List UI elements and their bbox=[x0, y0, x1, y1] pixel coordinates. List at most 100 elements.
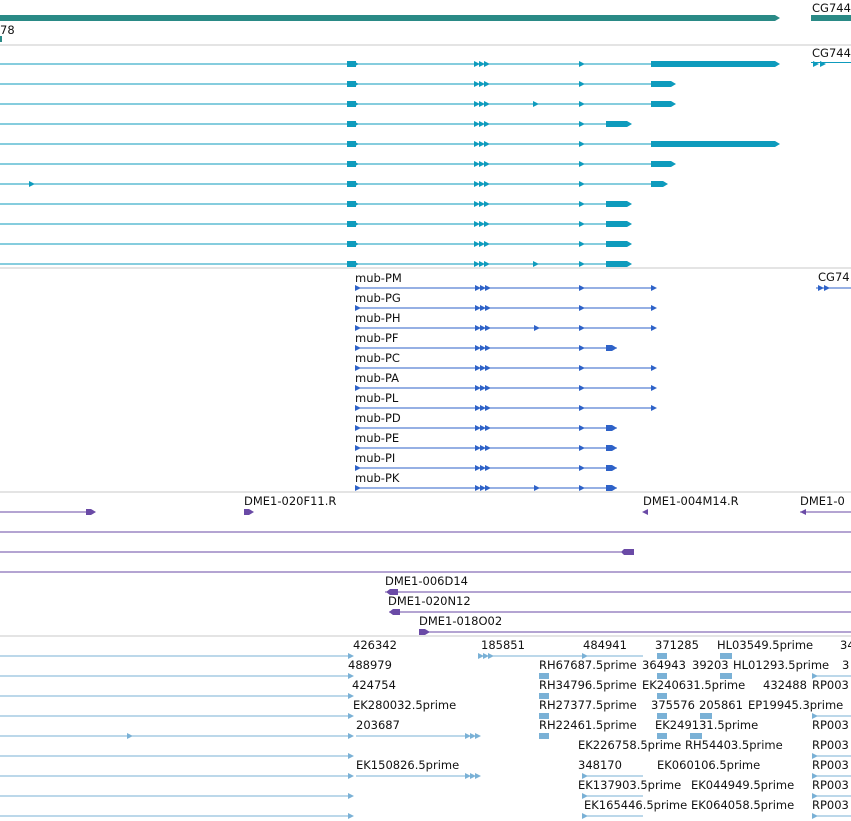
strand-arrow-icon bbox=[475, 485, 481, 491]
transcript-exon[interactable] bbox=[347, 121, 356, 127]
est-block[interactable] bbox=[539, 713, 549, 719]
strand-arrow-icon bbox=[348, 733, 354, 739]
est-block[interactable] bbox=[690, 733, 702, 739]
strand-arrow-icon bbox=[579, 485, 585, 491]
est-block[interactable] bbox=[720, 673, 732, 679]
strand-arrow-icon bbox=[474, 141, 480, 147]
strand-arrow-icon bbox=[485, 405, 491, 411]
strand-arrow-icon bbox=[475, 465, 481, 471]
gene-span-tick[interactable] bbox=[0, 36, 2, 42]
est-block[interactable] bbox=[657, 713, 667, 719]
est-label: RH67687.5prime bbox=[539, 658, 637, 672]
clone-track[interactable]: DME1-020F11.R DME1-004M14.R DME1-0 DME1-006… bbox=[0, 494, 851, 635]
transcript-exon[interactable] bbox=[347, 141, 356, 147]
strand-arrow-icon bbox=[353, 121, 359, 127]
transcript-exon[interactable] bbox=[347, 261, 356, 267]
transcript-track[interactable]: CG744 bbox=[0, 46, 851, 267]
transcript-label: CG744 bbox=[812, 46, 851, 60]
est-label: RH54403.5prime bbox=[685, 738, 783, 752]
strand-arrow-icon bbox=[475, 325, 481, 331]
strand-arrow-icon bbox=[812, 753, 818, 759]
transcript-terminal-exon[interactable] bbox=[606, 241, 632, 247]
strand-arrow-icon bbox=[480, 405, 486, 411]
est-block[interactable] bbox=[539, 733, 549, 739]
strand-arrow-icon bbox=[651, 325, 657, 331]
est-block[interactable] bbox=[657, 733, 667, 739]
est-block[interactable] bbox=[657, 693, 667, 699]
transcript-exon[interactable] bbox=[347, 241, 356, 247]
strand-arrow-icon bbox=[480, 345, 486, 351]
transcript-terminal-exon[interactable] bbox=[651, 141, 780, 147]
strand-arrow-icon bbox=[480, 305, 486, 311]
transcript-terminal-exon[interactable] bbox=[651, 81, 676, 87]
gene-span-bar[interactable] bbox=[811, 15, 851, 21]
transcript-exon[interactable] bbox=[347, 181, 356, 187]
transcript-exon[interactable] bbox=[347, 101, 356, 107]
strand-arrow-icon bbox=[475, 385, 481, 391]
strand-arrow-icon bbox=[579, 101, 585, 107]
protein-terminal-exon[interactable] bbox=[606, 425, 617, 431]
strand-arrow-icon bbox=[353, 141, 359, 147]
protein-terminal-exon[interactable] bbox=[606, 465, 617, 471]
strand-arrow-icon bbox=[355, 385, 361, 391]
transcript-terminal-exon[interactable] bbox=[651, 101, 676, 107]
strand-arrow-icon bbox=[484, 101, 490, 107]
strand-arrow-icon bbox=[812, 813, 818, 819]
strand-arrow-icon bbox=[355, 345, 361, 351]
track-separators bbox=[0, 44, 851, 637]
strand-arrow-icon bbox=[465, 773, 471, 779]
transcript-exon[interactable] bbox=[347, 161, 356, 167]
strand-arrow-icon bbox=[484, 141, 490, 147]
transcript-terminal-exon[interactable] bbox=[651, 161, 676, 167]
est-block[interactable] bbox=[539, 673, 549, 679]
strand-arrow-icon bbox=[534, 325, 540, 331]
transcript-intron[interactable] bbox=[811, 62, 851, 63]
est-track[interactable]: 426342 185851 484941 371285 HL03549.5prime 34… bbox=[0, 638, 851, 819]
strand-arrow-icon bbox=[579, 181, 585, 187]
est-label: RP003 bbox=[812, 738, 849, 752]
protein-terminal-exon[interactable] bbox=[606, 345, 617, 351]
transcript-terminal-exon[interactable] bbox=[606, 201, 632, 207]
strand-arrow-icon bbox=[579, 61, 585, 67]
strand-arrow-icon bbox=[533, 261, 539, 267]
protein-terminal-exon[interactable] bbox=[606, 485, 617, 491]
transcript-exon[interactable] bbox=[347, 221, 356, 227]
clone-end[interactable] bbox=[86, 509, 96, 515]
strand-arrow-icon bbox=[475, 773, 481, 779]
est-label: 375576 bbox=[651, 698, 695, 712]
clone-end[interactable] bbox=[621, 549, 634, 555]
gene-span-bar[interactable] bbox=[0, 15, 780, 21]
transcript-terminal-exon[interactable] bbox=[606, 261, 632, 267]
transcript-terminal-exon[interactable] bbox=[606, 121, 632, 127]
transcript-terminal-exon[interactable] bbox=[651, 61, 780, 67]
strand-arrow-icon bbox=[479, 221, 485, 227]
transcript-terminal-exon[interactable] bbox=[606, 221, 632, 227]
strand-arrow-icon bbox=[127, 733, 133, 739]
strand-arrow-icon bbox=[353, 201, 359, 207]
strand-arrow-icon bbox=[480, 285, 486, 291]
clone-end[interactable] bbox=[419, 629, 430, 635]
transcript-terminal-exon[interactable] bbox=[651, 181, 668, 187]
est-block[interactable] bbox=[700, 713, 712, 719]
strand-arrow-icon bbox=[355, 365, 361, 371]
protein-name-label: mub-PC bbox=[355, 351, 400, 365]
transcript-exon[interactable] bbox=[347, 61, 356, 67]
protein-coding-track[interactable]: CG74 mub-PM mub-PG mub-PH mub-PF mub-PC mub-PA… bbox=[355, 270, 851, 491]
est-block[interactable] bbox=[539, 693, 549, 699]
est-block[interactable] bbox=[720, 653, 732, 659]
gene-span-track[interactable]: 78 CG744 bbox=[0, 1, 851, 42]
strand-arrow-icon bbox=[474, 121, 480, 127]
clone-end[interactable] bbox=[389, 609, 400, 615]
est-label: EK240631.5prime bbox=[642, 678, 745, 692]
strand-arrow-icon bbox=[480, 325, 486, 331]
clone-end[interactable] bbox=[386, 589, 398, 595]
protein-terminal-exon[interactable] bbox=[606, 445, 617, 451]
strand-arrow-icon bbox=[483, 653, 489, 659]
transcript-exon[interactable] bbox=[347, 201, 356, 207]
transcript-exon[interactable] bbox=[347, 81, 356, 87]
est-block[interactable] bbox=[657, 653, 667, 659]
protein-name-label: mub-PL bbox=[355, 391, 399, 405]
est-block[interactable] bbox=[657, 673, 667, 679]
clone-end[interactable] bbox=[244, 509, 254, 515]
